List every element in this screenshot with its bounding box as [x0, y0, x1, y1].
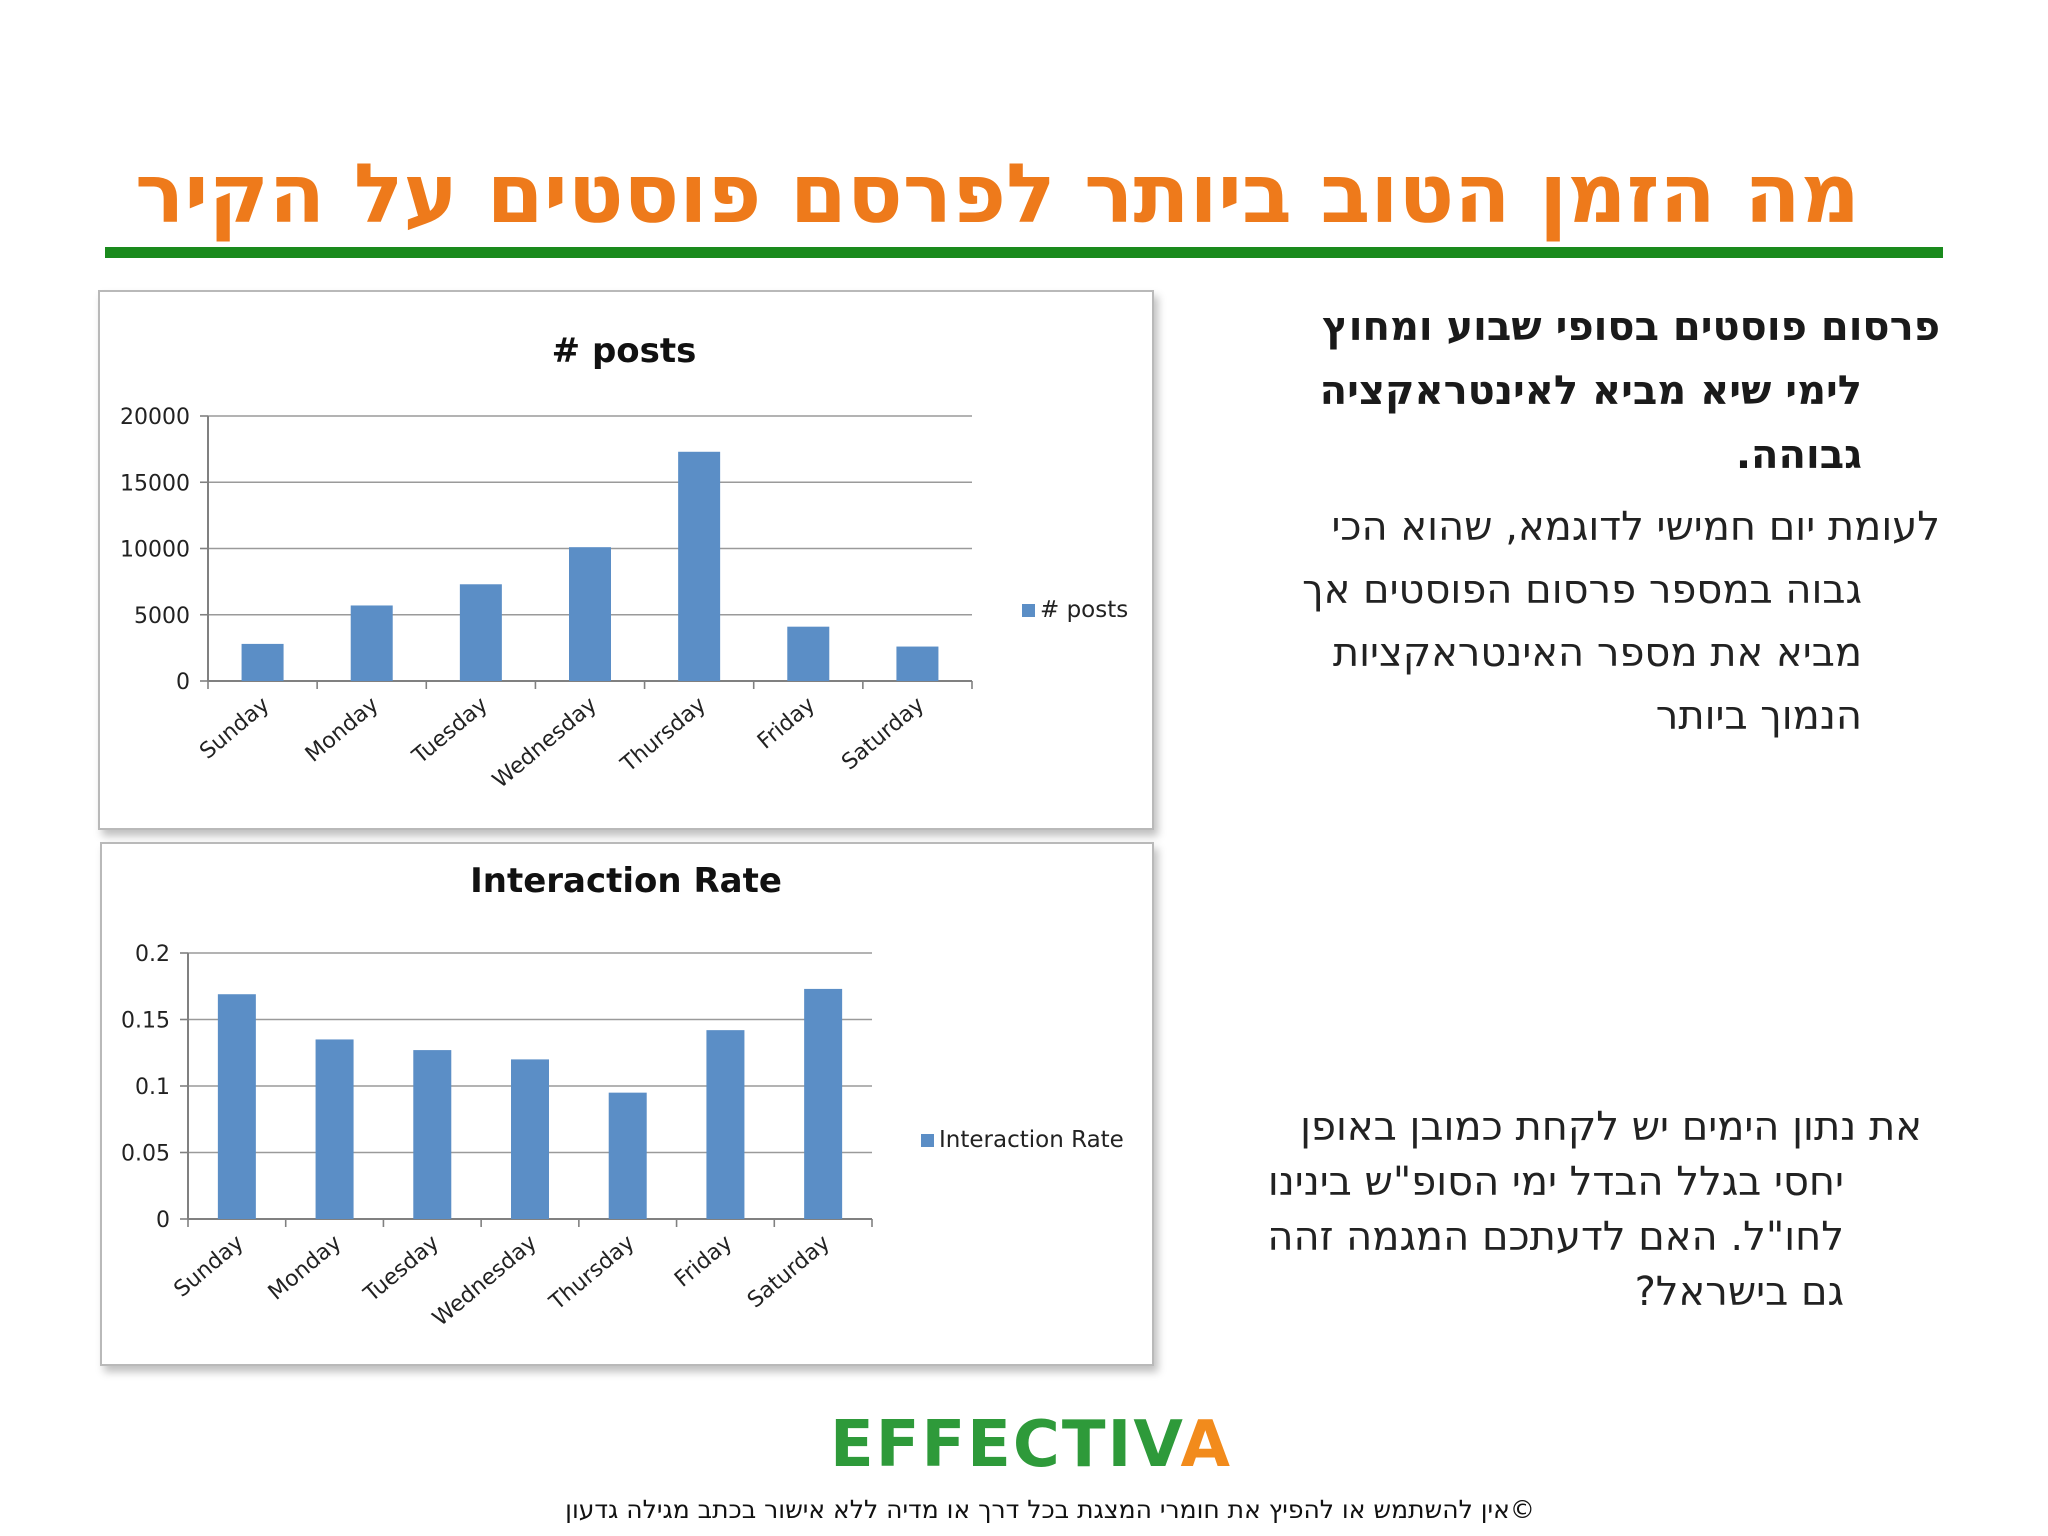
logo-text: EFFECTIV	[830, 1408, 1181, 1482]
paragraph-israel-question: את נתון הימים יש לקחת כמובן באופן יחסי ב…	[1232, 1100, 1922, 1320]
paragraph-line: לעומת יום חמישי לדוגמא, שהוא הכי	[1331, 504, 1940, 550]
y-tick-label: 15000	[120, 471, 190, 496]
x-tick-label: Friday	[753, 692, 820, 754]
x-tick-label: Tuesday	[407, 692, 492, 769]
legend-swatch	[1022, 604, 1035, 617]
paragraph-line: את נתון הימים יש לקחת כמובן באופן	[1300, 1104, 1922, 1150]
paragraph-weekend-posting: פרסום פוסטים בסופי שבוע ומחוץ לימי שיא מ…	[1250, 295, 1940, 487]
bar-monday	[315, 1039, 354, 1219]
y-tick-label: 5000	[134, 604, 190, 629]
bar-friday	[706, 1030, 745, 1219]
bar-tuesday	[413, 1050, 452, 1219]
x-tick-label: Monday	[264, 1230, 347, 1305]
y-tick-label: 0.15	[121, 1009, 170, 1034]
y-tick-label: 0	[156, 1208, 170, 1233]
bar-thursday	[608, 1092, 647, 1219]
y-tick-label: 0.1	[135, 1075, 170, 1100]
copyright-footer: ©אין להשתמש או להפיץ את חומרי המצגת בכל …	[565, 1495, 1535, 1524]
posts-chart: # posts 0 5000 10000 15000 20000 Sunday Monday…	[98, 290, 1154, 830]
x-tick-label: Saturday	[743, 1230, 835, 1313]
paragraph-line: יחסי בגלל הבדל ימי הסופ"ש בינינו	[1267, 1159, 1844, 1205]
posts-chart-title: # posts	[552, 331, 697, 371]
posts-chart-svg: # posts 0 5000 10000 15000 20000 Sunday Monday…	[120, 331, 1128, 793]
bar-wednesday	[511, 1059, 549, 1219]
logo-text-accent: A	[1180, 1408, 1233, 1482]
x-tick-label: Tuesday	[359, 1230, 444, 1307]
legend-label: Interaction Rate	[939, 1127, 1124, 1153]
x-tick-label: Thursday	[616, 692, 711, 778]
x-tick-label: Friday	[670, 1230, 737, 1292]
x-tick-label: Wednesday	[488, 692, 602, 793]
bar-sunday	[217, 994, 256, 1219]
y-tick-label: 0.05	[121, 1142, 170, 1167]
interaction-rate-chart: Interaction Rate 0 0.05 0.1 0.15 0.2 Sunday Mo…	[100, 842, 1154, 1366]
bar-saturday	[896, 646, 939, 681]
bar-monday	[350, 605, 393, 681]
bar-tuesday	[459, 584, 502, 681]
bar-thursday	[678, 451, 721, 681]
bar-friday	[787, 626, 830, 681]
y-tick-label: 0.2	[135, 942, 170, 967]
paragraph-line: פרסום פוסטים בסופי שבוע ומחוץ	[1322, 304, 1940, 350]
x-tick-label: Wednesday	[428, 1230, 542, 1331]
slide-title: מה הזמן הטוב ביותר לפרסם פוסטים על הקיר	[135, 147, 1860, 242]
y-tick-label: 0	[176, 670, 190, 695]
paragraph-thursday-comparison: לעומת יום חמישי לדוגמא, שהוא הכי גבוה במ…	[1250, 496, 1940, 748]
x-tick-label: Saturday	[837, 692, 929, 775]
bar-sunday	[241, 643, 284, 681]
y-tick-label: 20000	[120, 405, 190, 430]
paragraph-line: לחו"ל. האם לדעתכם המגמה זהה	[1267, 1214, 1844, 1260]
legend-label: # posts	[1040, 597, 1128, 623]
x-tick-label: Sunday	[195, 692, 274, 764]
paragraph-line: גם בישראל?	[1634, 1269, 1844, 1315]
paragraph-line: לימי שיא מביא לאינטראקציה	[1319, 368, 1862, 414]
x-tick-label: Sunday	[170, 1230, 249, 1302]
title-rule	[105, 247, 1943, 258]
paragraph-line: מביא את מספר האינטראקציות	[1332, 630, 1862, 676]
x-tick-label: Thursday	[544, 1230, 639, 1316]
y-tick-label: 10000	[120, 538, 190, 563]
interaction-rate-chart-svg: Interaction Rate 0 0.05 0.1 0.15 0.2 Sunday Mo…	[121, 861, 1124, 1331]
bar-saturday	[804, 988, 843, 1219]
paragraph-line: גבוהה.	[1735, 432, 1862, 478]
x-tick-label: Monday	[301, 692, 384, 767]
legend-swatch	[921, 1134, 934, 1147]
interaction-rate-chart-title: Interaction Rate	[470, 861, 782, 901]
effectiva-logo: EFFECTIVA	[830, 1405, 1230, 1485]
paragraph-line: הנמוך ביותר	[1655, 693, 1862, 739]
bar-wednesday	[569, 547, 611, 681]
paragraph-line: גבוה במספר פרסום הפוסטים אך	[1302, 567, 1862, 613]
